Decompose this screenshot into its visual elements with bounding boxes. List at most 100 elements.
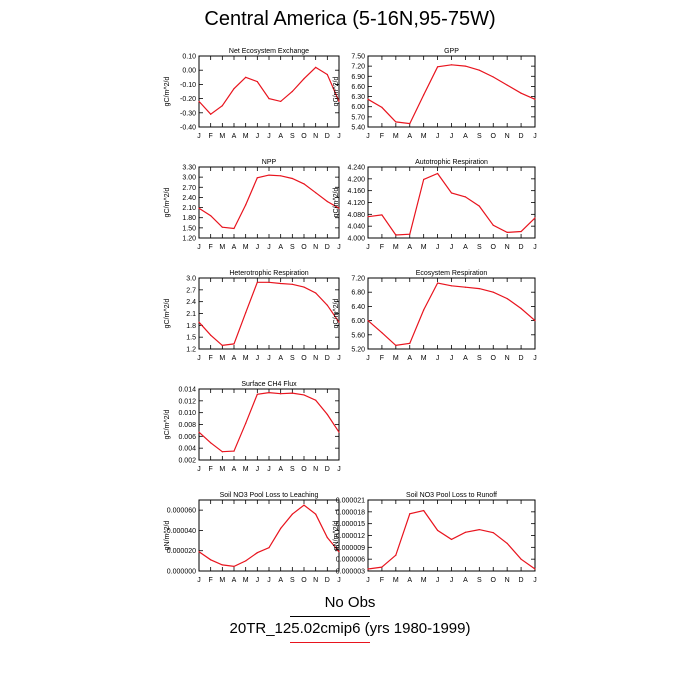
data-point	[395, 234, 397, 236]
y-axis-label: gC/m^2/d	[333, 188, 340, 218]
x-tick-label: A	[407, 244, 412, 251]
x-tick-label: N	[313, 577, 318, 584]
y-tick-label: 6.40	[351, 304, 365, 311]
data-point	[506, 84, 508, 86]
y-tick-label: 0.000020	[167, 548, 196, 555]
data-point	[315, 192, 317, 194]
panel-title: Soil NO3 Pool Loss to Leaching	[220, 492, 319, 499]
data-point	[478, 528, 480, 531]
x-tick-label: D	[325, 355, 330, 362]
data-point	[233, 88, 235, 90]
data-point	[256, 177, 258, 179]
data-point	[478, 69, 480, 71]
data-point	[534, 217, 536, 219]
x-tick-label: J	[450, 355, 454, 362]
y-tick-label: 1.20	[182, 236, 196, 243]
panel-5: Heterotrophic Respiration gC/m^2/d 3.0 2.7 2…	[164, 270, 341, 362]
legend-obs-line	[290, 616, 370, 617]
figure-title: Central America (5-16N,95-75W)	[204, 8, 496, 30]
data-point	[492, 291, 494, 293]
x-tick-label: J	[256, 577, 260, 584]
x-tick-label: J	[450, 244, 454, 251]
data-point	[268, 391, 270, 394]
y-tick-label: 3.0	[186, 276, 196, 283]
y-tick-label: 3.30	[182, 165, 196, 172]
data-point	[506, 231, 508, 233]
x-tick-label: O	[491, 355, 497, 362]
panel-title: Surface CH4 Flux	[241, 381, 297, 388]
x-tick-label: J	[197, 577, 201, 584]
x-tick-label: O	[491, 577, 497, 584]
y-tick-label: 0.000040	[167, 528, 196, 535]
x-tick-label: S	[290, 244, 295, 251]
data-point	[221, 451, 223, 453]
panel-title: Ecosystem Respiration	[416, 270, 488, 277]
x-tick-label: J	[197, 466, 201, 473]
data-point	[506, 297, 508, 300]
x-tick-label: M	[421, 577, 427, 584]
plot-frame	[198, 499, 340, 572]
y-tick-label: 3.00	[182, 175, 196, 182]
series-line	[367, 282, 536, 347]
x-tick-label: A	[232, 133, 237, 140]
data-point	[315, 513, 317, 515]
plot-frame	[198, 277, 340, 350]
data-point	[450, 192, 453, 194]
data-point	[233, 565, 235, 568]
x-tick-label: O	[301, 577, 307, 584]
data-point	[395, 121, 397, 123]
x-tick-label: M	[219, 244, 225, 251]
data-point	[198, 321, 200, 323]
x-tick-label: S	[477, 244, 482, 251]
legend-obs-label: No Obs	[324, 594, 376, 611]
panel-6: Ecosystem Respiration gC/m^2/d 7.20 6.80 6.4…	[333, 270, 537, 362]
x-tick-label: J	[267, 133, 271, 140]
x-tick-label: J	[197, 133, 201, 140]
series-line	[367, 64, 536, 125]
x-tick-label: A	[463, 244, 468, 251]
panel-2: GPP gC/m^2/d 7.50 7.20 6.90 6.60 6.30 6.00 5.70 5…	[333, 48, 537, 140]
data-point	[534, 98, 536, 100]
x-tick-label: F	[209, 577, 213, 584]
x-tick-label: D	[325, 244, 330, 251]
x-tick-label: D	[519, 133, 524, 140]
y-tick-label: 5.60	[351, 332, 365, 339]
panel-4: Autotrophic Respiration gC/m^2/d 4.240 4.20…	[333, 159, 537, 251]
y-axis-label: gC/m^2/d	[333, 77, 340, 107]
x-tick-label: J	[366, 244, 370, 251]
series-line	[198, 504, 340, 568]
x-tick-label: O	[491, 133, 497, 140]
x-tick-label: J	[197, 244, 201, 251]
x-tick-label: J	[450, 133, 454, 140]
y-tick-label: 0.000021	[336, 498, 365, 505]
x-tick-label: M	[421, 133, 427, 140]
plot-frame	[198, 166, 340, 239]
data-point	[367, 320, 369, 322]
x-tick-label: A	[463, 133, 468, 140]
plot-frame	[367, 499, 536, 572]
y-tick-label: 0.000012	[336, 533, 365, 540]
x-tick-label: J	[366, 577, 370, 584]
data-point	[326, 413, 328, 416]
y-tick-label: 2.1	[186, 311, 196, 318]
x-tick-label: A	[278, 577, 283, 584]
x-tick-label: M	[219, 466, 225, 473]
data-point	[326, 536, 328, 539]
x-tick-label: J	[533, 577, 537, 584]
x-tick-label: A	[407, 355, 412, 362]
data-point	[464, 531, 467, 533]
data-point	[280, 527, 282, 530]
x-tick-label: J	[267, 244, 271, 251]
x-tick-label: M	[243, 133, 249, 140]
legend-model-line	[290, 642, 370, 643]
y-tick-label: 6.00	[351, 318, 365, 325]
data-point	[381, 214, 383, 216]
y-tick-label: 4.080	[347, 212, 365, 219]
x-tick-label: N	[313, 355, 318, 362]
x-tick-label: A	[232, 244, 237, 251]
data-point	[221, 564, 223, 566]
data-point	[436, 66, 439, 68]
x-tick-label: M	[393, 355, 399, 362]
y-tick-label: 0.10	[182, 54, 196, 61]
